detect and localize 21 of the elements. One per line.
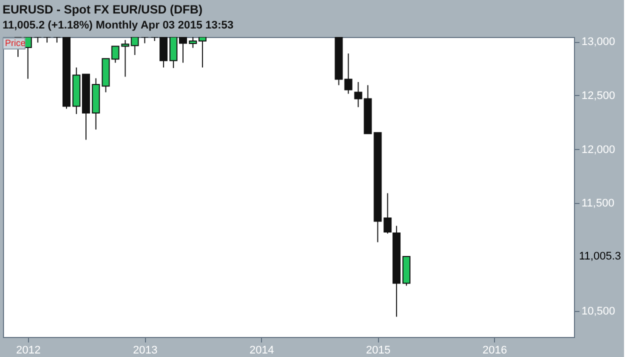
y-tick-label: 12,000 xyxy=(582,144,616,156)
y-tick-label: 12,500 xyxy=(582,90,616,102)
x-tick-label: 2013 xyxy=(132,344,158,356)
candlestick xyxy=(52,37,61,44)
candlestick xyxy=(354,82,362,108)
chart-title: EURUSD - Spot FX EUR/USD (DFB) xyxy=(2,2,202,17)
x-tick-label: 2014 xyxy=(249,344,274,356)
candlestick xyxy=(43,37,52,44)
candlestick xyxy=(384,192,392,234)
candlestick xyxy=(140,37,149,44)
text: 11,005.3 xyxy=(579,250,622,262)
y-tick-label: 11,500 xyxy=(582,198,614,210)
candlestick xyxy=(34,37,42,44)
chart-subtitle: 11,005.2 (+1.18%) Monthly Apr 03 2015 13:53 xyxy=(2,20,234,32)
y-tick-label: 13,000 xyxy=(582,36,616,48)
x-tick-label: 2015 xyxy=(366,344,390,356)
candlestick xyxy=(130,37,139,56)
annotation: Price xyxy=(5,38,26,48)
y-tick-label: 10,500 xyxy=(582,305,616,318)
x-tick-label: 2016 xyxy=(482,344,507,356)
x-tick-label: 2012 xyxy=(16,344,41,356)
